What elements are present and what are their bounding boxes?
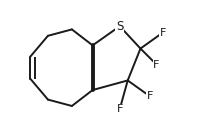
Text: F: F	[117, 104, 123, 114]
Text: S: S	[116, 20, 123, 33]
Text: F: F	[147, 91, 153, 101]
Text: F: F	[153, 59, 160, 70]
Text: F: F	[160, 28, 166, 38]
